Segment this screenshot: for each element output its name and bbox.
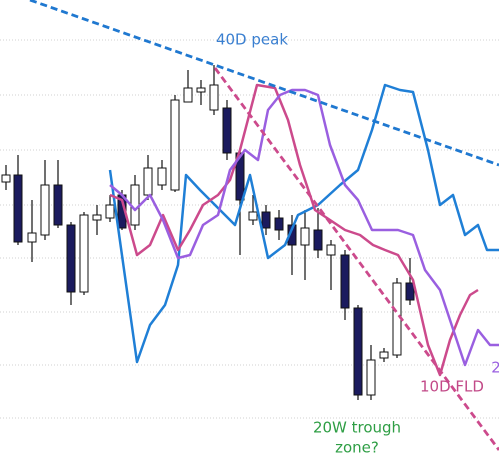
annotation: 40D peak bbox=[216, 31, 288, 49]
candle-body bbox=[183, 87, 193, 103]
candle-body bbox=[261, 211, 271, 229]
candle-body bbox=[157, 167, 167, 186]
trendline bbox=[29, 0, 499, 167]
candle-body bbox=[13, 174, 23, 243]
annotation: zone? bbox=[335, 439, 379, 457]
line bbox=[109, 88, 499, 367]
candle-body bbox=[300, 227, 310, 246]
candle-body bbox=[340, 254, 350, 309]
candle-body bbox=[27, 232, 37, 243]
candle-body bbox=[40, 184, 50, 236]
candle-body bbox=[66, 224, 76, 293]
candle-body bbox=[143, 167, 153, 196]
annotation: 10D FLD bbox=[420, 378, 484, 396]
candle-body bbox=[209, 84, 219, 111]
candle-body bbox=[392, 282, 402, 356]
candle-body bbox=[248, 211, 258, 221]
candle-body bbox=[366, 359, 376, 396]
candle-body bbox=[170, 99, 180, 191]
candle-body bbox=[1, 174, 11, 183]
candle-body bbox=[313, 229, 323, 251]
candle-body bbox=[326, 244, 336, 256]
annotation: 2 bbox=[491, 359, 499, 377]
candle-body bbox=[53, 184, 63, 226]
line bbox=[109, 83, 479, 377]
trendline bbox=[213, 67, 499, 451]
candle-body bbox=[379, 351, 389, 359]
candle-body bbox=[196, 87, 206, 93]
candle-body bbox=[92, 214, 102, 221]
candle-body bbox=[353, 307, 363, 396]
candle-body bbox=[105, 204, 115, 219]
candle-body bbox=[222, 107, 232, 154]
candle-body bbox=[405, 282, 415, 301]
candle-body bbox=[274, 217, 284, 231]
candle-body bbox=[79, 214, 89, 293]
annotation: 20W trough bbox=[313, 419, 401, 437]
